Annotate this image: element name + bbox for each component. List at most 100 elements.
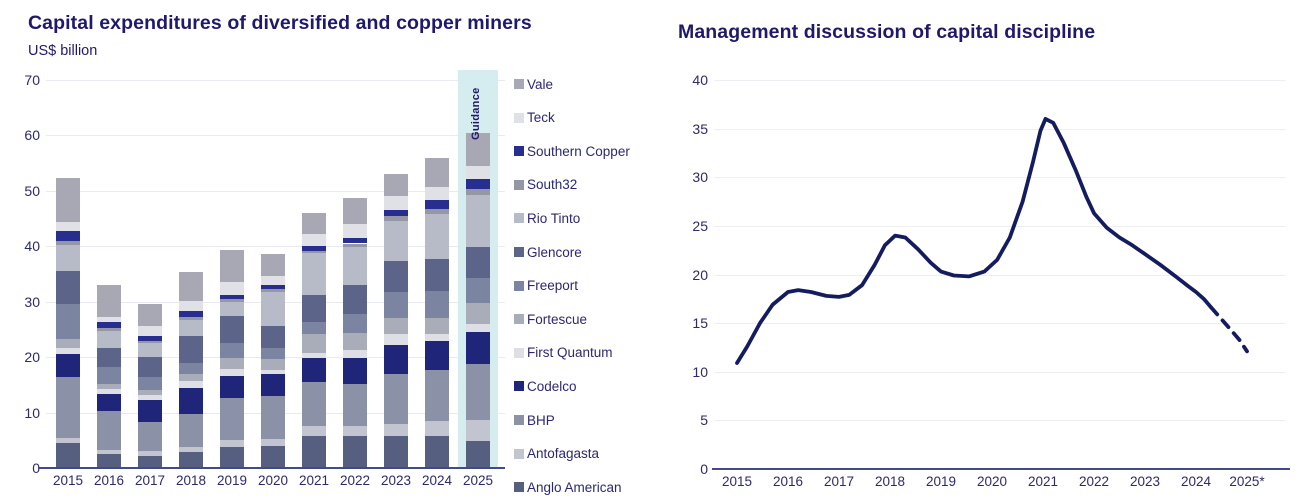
y-axis-tick-label: 20	[692, 266, 708, 283]
legend-swatch	[514, 448, 524, 459]
bar-segment	[343, 384, 367, 426]
bar-segment	[261, 374, 285, 397]
bar-segment	[425, 259, 449, 292]
bar-segment	[138, 395, 162, 400]
bar-segment	[343, 243, 367, 248]
gridline	[714, 80, 1286, 81]
legend-item: Vale	[514, 74, 553, 94]
legend-label: Codelco	[527, 378, 577, 394]
y-axis-tick-label: 0	[32, 460, 40, 476]
legend-label: First Quantum	[527, 345, 613, 361]
bar-segment	[425, 317, 449, 334]
bar-segment	[179, 271, 203, 301]
bar-segment	[179, 320, 203, 337]
legend-item: Teck	[514, 108, 555, 128]
bar-segment	[466, 247, 490, 278]
legend-swatch	[514, 280, 524, 291]
bar-segment	[138, 390, 162, 396]
gridline	[714, 128, 1286, 130]
y-axis-tick-label: 40	[24, 238, 40, 255]
bar-segment	[220, 316, 244, 344]
bar-segment	[179, 447, 203, 453]
legend-swatch	[514, 314, 524, 325]
gridline	[714, 323, 1286, 325]
bar-segment	[261, 359, 285, 371]
bar-segment	[56, 178, 80, 223]
y-axis-tick-label: 5	[700, 412, 708, 429]
bar-segment	[425, 208, 449, 215]
legend-item: Codelco	[514, 376, 577, 396]
bar-segment	[384, 195, 408, 211]
bar-segment	[384, 210, 408, 216]
bar-segment	[384, 221, 408, 261]
bar-segment	[302, 436, 326, 468]
bar-segment	[425, 369, 449, 422]
x-axis-tick-label: 2017	[134, 473, 166, 488]
bar-segment	[179, 311, 203, 318]
bar-segment	[261, 438, 285, 446]
bar-segment	[466, 132, 490, 166]
bar-segment	[138, 341, 162, 344]
legend-label: Southern Copper	[527, 143, 630, 159]
bar-segment	[261, 445, 285, 468]
bar-segment	[220, 295, 244, 299]
bar-segment	[261, 284, 285, 289]
bar-segment	[302, 245, 326, 251]
x-axis-line	[712, 468, 1290, 470]
legend-label: Teck	[527, 110, 555, 126]
bar-segment	[384, 318, 408, 334]
bar-segment	[343, 285, 367, 314]
bar-segment	[384, 260, 408, 292]
bar-segment	[97, 328, 121, 332]
bar-segment	[56, 230, 80, 241]
x-axis-tick-label: 2018	[175, 473, 207, 488]
bar-segment	[97, 454, 121, 468]
bar-segment	[220, 368, 244, 376]
bar-segment	[261, 288, 285, 292]
legend-swatch	[514, 79, 524, 89]
legend-item: Freeport	[514, 276, 578, 296]
bar-segment	[384, 291, 408, 319]
left-chart-subtitle: US$ billion	[28, 43, 98, 59]
legend: Vale Teck Southern Copper South32 Rio Tinto G…	[514, 0, 684, 499]
bar-segment	[343, 357, 367, 385]
bar-segment	[466, 194, 490, 248]
x-axis-tick-label: 2015	[721, 474, 753, 489]
bar-segment	[302, 333, 326, 354]
bar-segment	[220, 398, 244, 441]
x-axis-tick-label: 2021	[298, 473, 330, 488]
bar-segment	[384, 345, 408, 375]
y-axis-tick-label: 0	[700, 461, 708, 477]
bar-segment	[220, 375, 244, 399]
bar-segment	[384, 424, 408, 436]
bar-segment	[261, 291, 285, 327]
bar-segment	[179, 380, 203, 388]
x-axis-tick-label: 2023	[1129, 474, 1161, 489]
bar-segment	[56, 437, 80, 444]
bar-segment	[220, 249, 244, 282]
bar-segment	[425, 341, 449, 370]
bar-segment	[302, 426, 326, 437]
bar-segment	[261, 348, 285, 360]
bar-segment	[138, 399, 162, 422]
bar-segment	[56, 271, 80, 305]
bar-segment	[425, 291, 449, 318]
bar-segment	[179, 336, 203, 364]
legend-item: South32	[514, 175, 577, 195]
bar-segment	[302, 233, 326, 246]
y-axis-tick-label: 50	[24, 182, 40, 199]
bar-segment	[261, 396, 285, 439]
bar-segment	[261, 254, 285, 276]
x-axis-tick-label: 2021	[1027, 474, 1059, 489]
y-axis-tick-label: 35	[692, 120, 708, 137]
bar-segment	[97, 383, 121, 390]
bar-segment	[425, 200, 449, 209]
bar-segment	[220, 301, 244, 317]
bar-segment	[97, 316, 121, 323]
bar-segment	[343, 350, 367, 358]
bar-segment	[466, 178, 490, 189]
bar-segment	[466, 441, 490, 468]
legend-label: Anglo American	[527, 479, 622, 495]
